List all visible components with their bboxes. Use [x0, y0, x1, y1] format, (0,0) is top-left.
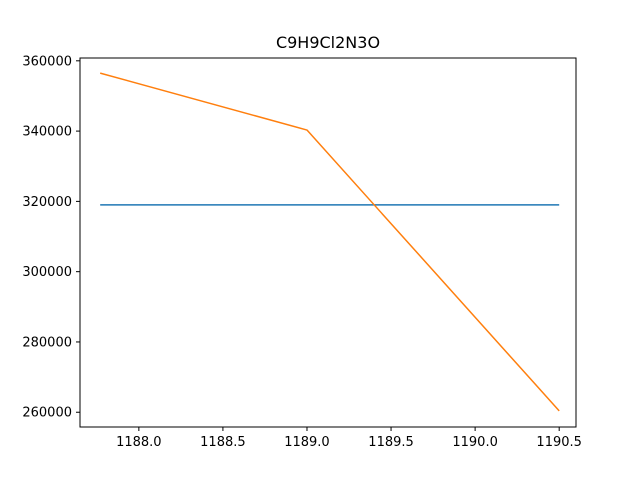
y-tick-label: 280000	[22, 335, 72, 350]
y-axis: 260000 280000 300000 320000 340000 360000	[22, 54, 80, 421]
plot-frame	[79, 57, 577, 428]
y-tick-label: 260000	[22, 406, 72, 421]
x-tick-label: 1190.5	[536, 435, 582, 450]
y-tick-label: 360000	[22, 54, 72, 69]
series-layer	[99, 72, 560, 412]
y-tick-label: 320000	[22, 195, 72, 210]
y-tick-label: 340000	[22, 125, 72, 140]
x-tick-label: 1188.5	[200, 435, 246, 450]
x-axis: 1188.0 1188.5 1189.0 1189.5 1190.0 1190.5	[116, 427, 582, 450]
y-tick-label: 300000	[22, 265, 72, 280]
x-tick-label: 1190.0	[452, 435, 498, 450]
x-tick-label: 1189.5	[368, 435, 414, 450]
x-tick-label: 1188.0	[116, 435, 162, 450]
x-tick-label: 1189.0	[284, 435, 330, 450]
series-line-2	[99, 72, 560, 412]
chart-title: C9H9Cl2N3O	[276, 33, 380, 52]
